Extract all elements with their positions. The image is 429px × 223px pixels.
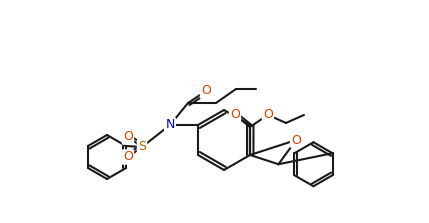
Text: O: O <box>291 134 301 147</box>
Text: O: O <box>201 85 211 97</box>
Text: O: O <box>123 130 133 143</box>
Text: O: O <box>123 151 133 163</box>
Text: N: N <box>165 118 175 132</box>
Text: S: S <box>138 140 146 153</box>
Text: O: O <box>230 108 240 122</box>
Text: O: O <box>263 108 273 122</box>
